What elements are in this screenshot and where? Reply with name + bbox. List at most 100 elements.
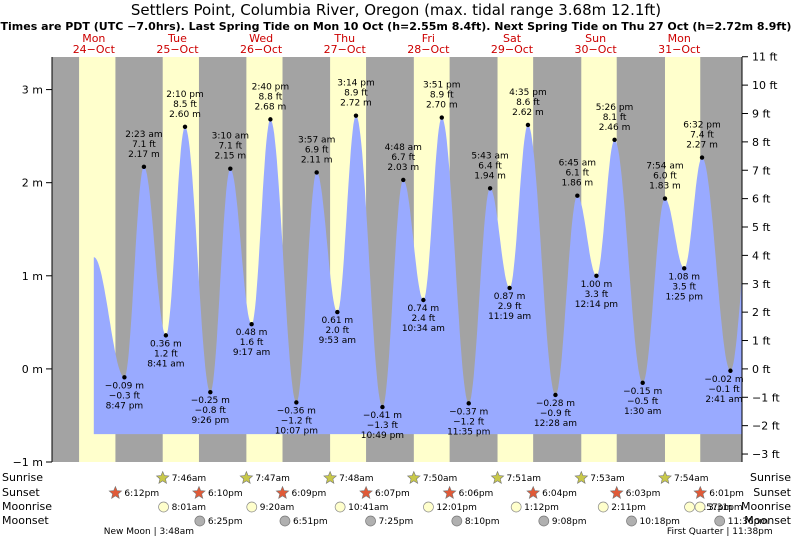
extremum-dot (182, 124, 188, 130)
day-name: Thu (333, 32, 355, 45)
high-tide-label: 6.7 ft (391, 153, 415, 163)
day-name: Sun (585, 32, 606, 45)
sunrise-time: 7:48am (339, 474, 374, 484)
low-tide-label: −0.36 m (277, 406, 316, 416)
low-tide-label: 9:17 am (233, 348, 270, 358)
moonset-icon (194, 515, 206, 527)
high-tide-label: 7.4 ft (690, 131, 714, 141)
extremum-dot (662, 196, 668, 201)
low-tide-label: 12:28 am (534, 419, 577, 429)
low-tide-label: −0.15 m (623, 387, 662, 397)
day-name: Tue (167, 32, 187, 45)
moonrise-time: 10:41am (348, 503, 388, 513)
sunset-time: 6:10pm (208, 489, 243, 499)
right-tick-label: −2 ft (752, 420, 780, 433)
low-tide-label: 2.9 ft (498, 302, 522, 312)
night-band (52, 57, 80, 462)
high-tide-label: 1.83 m (649, 182, 681, 192)
low-tide-label: 11:35 pm (447, 427, 490, 437)
high-tide-label: 8.9 ft (344, 89, 368, 99)
high-tide-label: 3:57 am (298, 135, 335, 145)
sunset-star (693, 485, 708, 499)
extremum-dot (553, 392, 558, 398)
extremum-dot (380, 404, 385, 410)
high-tide-label: 8.1 ft (603, 113, 627, 123)
sunrise-time: 7:54am (674, 474, 709, 484)
moonrise-time: 8:01am (172, 503, 207, 513)
moonrise-time: 2:57pm (698, 503, 733, 513)
low-tide-label: 0.48 m (236, 328, 268, 338)
high-tide-label: 3:51 pm (423, 81, 461, 91)
low-tide-label: −1.3 ft (367, 421, 399, 431)
moonset-time: 8:10pm (465, 517, 500, 527)
right-tick-label: 9 ft (752, 107, 771, 120)
extremum-dot (699, 155, 705, 160)
extremum-dot (122, 375, 127, 380)
sunset-star (192, 485, 206, 499)
night-band (784, 57, 793, 462)
extremum-dot (401, 177, 406, 183)
sunset-time: 6:06pm (459, 489, 494, 499)
sunset-time: 6:03pm (626, 489, 661, 499)
sunrise-time: 7:46am (172, 474, 207, 484)
astro-row-label-right: Sunset (753, 486, 791, 499)
astro-row-label-right: Moonset (744, 514, 791, 527)
day-date: 26−Oct (240, 43, 283, 56)
extremum-dot (575, 193, 580, 198)
low-tide-label: 0.74 m (408, 304, 440, 314)
low-tide-label: −1.2 ft (281, 416, 313, 426)
moonset-icon (451, 515, 463, 527)
high-tide-label: 8.8 ft (259, 92, 283, 102)
moonrise-icon (684, 501, 695, 513)
high-tide-label: 6.1 ft (565, 169, 589, 179)
low-tide-label: 1.00 m (581, 280, 613, 290)
low-tide-label: 9:53 am (319, 336, 356, 346)
moonrise-time: 9:20am (260, 503, 295, 513)
moonset-icon (714, 515, 726, 527)
extremum-dot (294, 400, 299, 405)
left-tick-label: 3 m (22, 84, 43, 97)
moonset-icon (626, 515, 637, 527)
high-tide-label: 1.86 m (562, 179, 594, 189)
low-tide-label: −0.25 m (191, 396, 230, 406)
extremum-dot (141, 164, 147, 170)
day-date: 30−Oct (575, 43, 618, 56)
high-tide-label: 4:48 am (385, 143, 422, 153)
high-tide-label: 6:45 am (559, 159, 596, 169)
low-tide-label: −0.37 m (449, 407, 488, 417)
extremum-dot (314, 170, 319, 175)
tide-area (93, 115, 742, 435)
day-date: 31−Oct (658, 43, 701, 56)
sunrise-time: 7:53am (590, 474, 625, 484)
high-tide-label: 2:23 am (125, 130, 162, 140)
day-name: Mon (82, 32, 105, 45)
high-tide-label: 2:10 pm (166, 90, 204, 100)
low-tide-label: −0.8 ft (195, 406, 227, 416)
high-tide-label: 2.70 m (426, 101, 458, 111)
high-tide-label: 7:54 am (646, 162, 683, 172)
day-date: 29−Oct (491, 43, 534, 56)
left-tick-label: 2 m (22, 177, 43, 190)
right-tick-label: 11 ft (752, 51, 778, 64)
high-tide-label: 2.46 m (599, 123, 631, 133)
moonset-time: 6:25pm (208, 517, 243, 527)
sunrise-star (323, 470, 338, 484)
extremum-dot (466, 401, 471, 406)
high-tide-label: 2.60 m (169, 110, 201, 120)
high-tide-label: 3:10 am (212, 132, 249, 142)
moonrise-time: 12:01pm (436, 503, 476, 513)
sunset-star (359, 485, 373, 499)
low-tide-label: 2.0 ft (325, 326, 349, 336)
low-tide-label: 11:19 am (488, 312, 531, 322)
astro-row-label-left: Moonset (2, 514, 49, 527)
low-tide-label: −0.3 ft (109, 391, 141, 401)
right-tick-label: 1 ft (752, 335, 771, 348)
sunset-time: 6:09pm (292, 489, 327, 499)
moonrise-icon (158, 501, 169, 513)
day-name: Sat (503, 32, 522, 45)
day-name: Mon (668, 32, 691, 45)
low-tide-label: 0.36 m (150, 339, 182, 349)
high-tide-label: 2.72 m (340, 99, 372, 109)
day-date: 28−Oct (407, 43, 450, 56)
low-tide-label: −0.5 ft (627, 397, 659, 407)
